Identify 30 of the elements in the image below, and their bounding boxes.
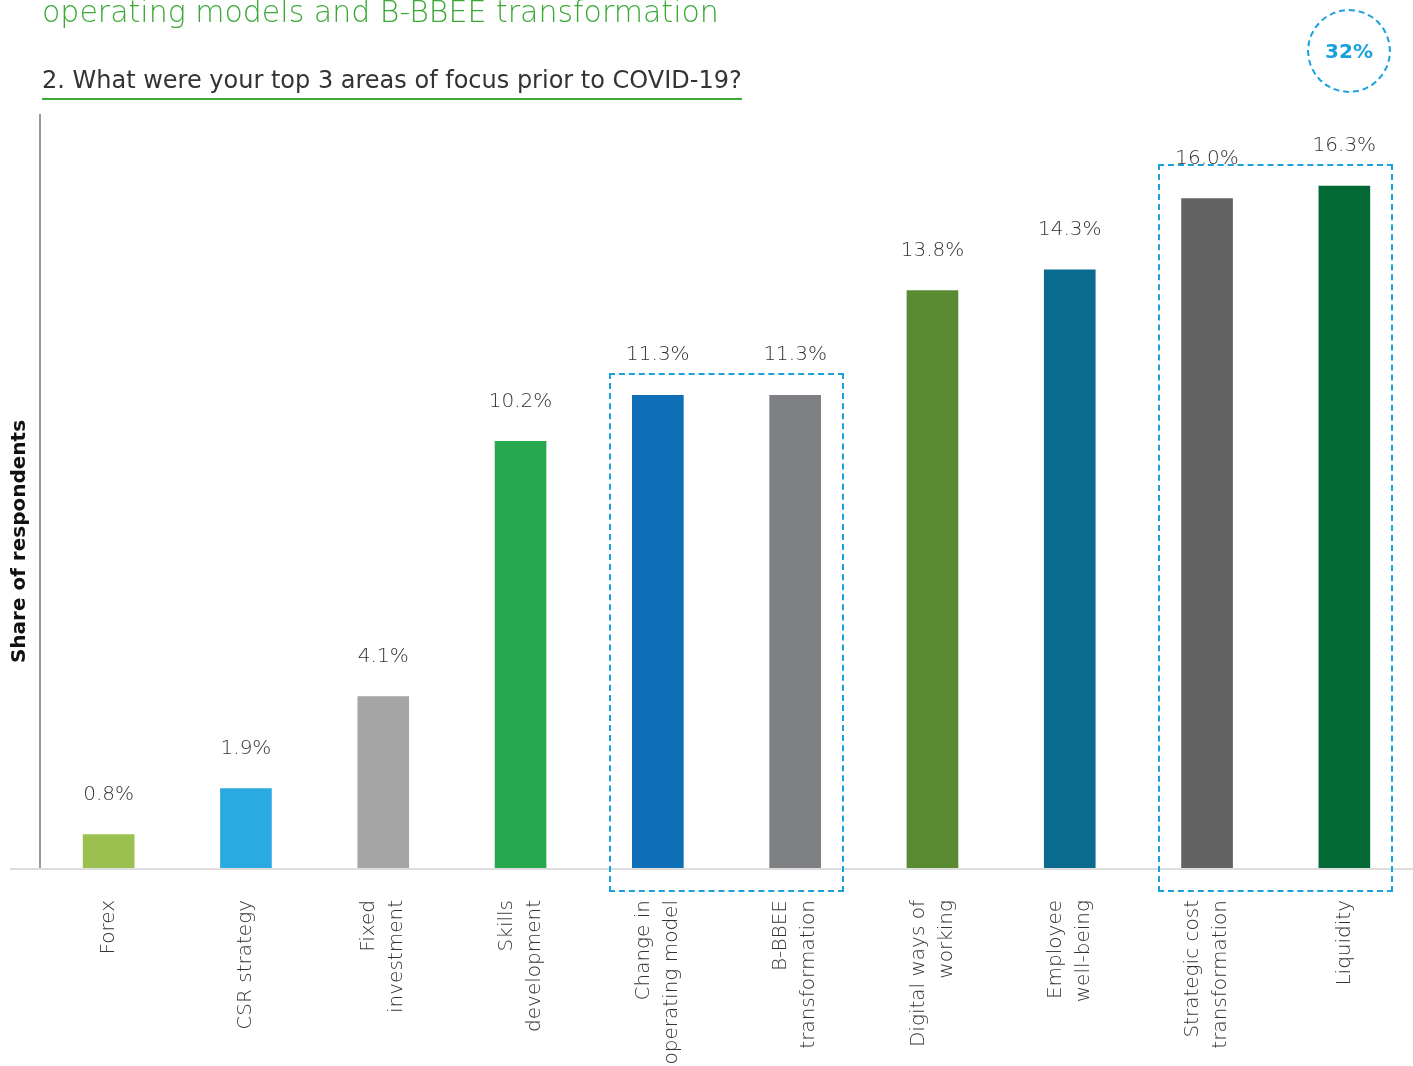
bar (769, 394, 821, 868)
data-label: 0.8% (83, 780, 135, 805)
text: 32% (1307, 9, 1391, 93)
data-label: 11.3% (626, 341, 690, 366)
bar (82, 834, 135, 868)
bar (220, 788, 272, 868)
data-label: 10.2% (488, 387, 553, 412)
x-tick-label: Forex (94, 900, 119, 955)
data-label: 14.3% (1037, 215, 1102, 240)
bar (494, 440, 547, 868)
bar (632, 394, 684, 868)
bar (357, 696, 410, 868)
chart-subtitle: 2. What were your top 3 areas of focus prior to COVID-19? (42, 66, 742, 100)
data-label: 1.9% (220, 734, 272, 759)
bar (1043, 269, 1096, 868)
bar (906, 290, 959, 868)
bar (1181, 198, 1233, 868)
bar (1318, 185, 1371, 868)
x-tick-label: Liquidity (1330, 900, 1355, 986)
x-tick-label: CSR strategy (232, 900, 257, 1030)
data-label: 16.3% (1312, 132, 1377, 157)
chart-title: operating models and B-BBEE transformation (42, 0, 719, 29)
data-label: 13.8% (900, 236, 965, 261)
y-axis-title: Share of respondents (6, 419, 31, 664)
data-label: 11.3% (763, 341, 827, 366)
data-label: 4.1% (357, 642, 409, 667)
x-tick-label: Fixed investment (355, 900, 408, 1013)
x-tick-label: Digital ways of working (904, 900, 957, 1048)
x-tick-label: Employee well-being (1041, 900, 1094, 1003)
data-label: 16.0% (1175, 144, 1239, 169)
